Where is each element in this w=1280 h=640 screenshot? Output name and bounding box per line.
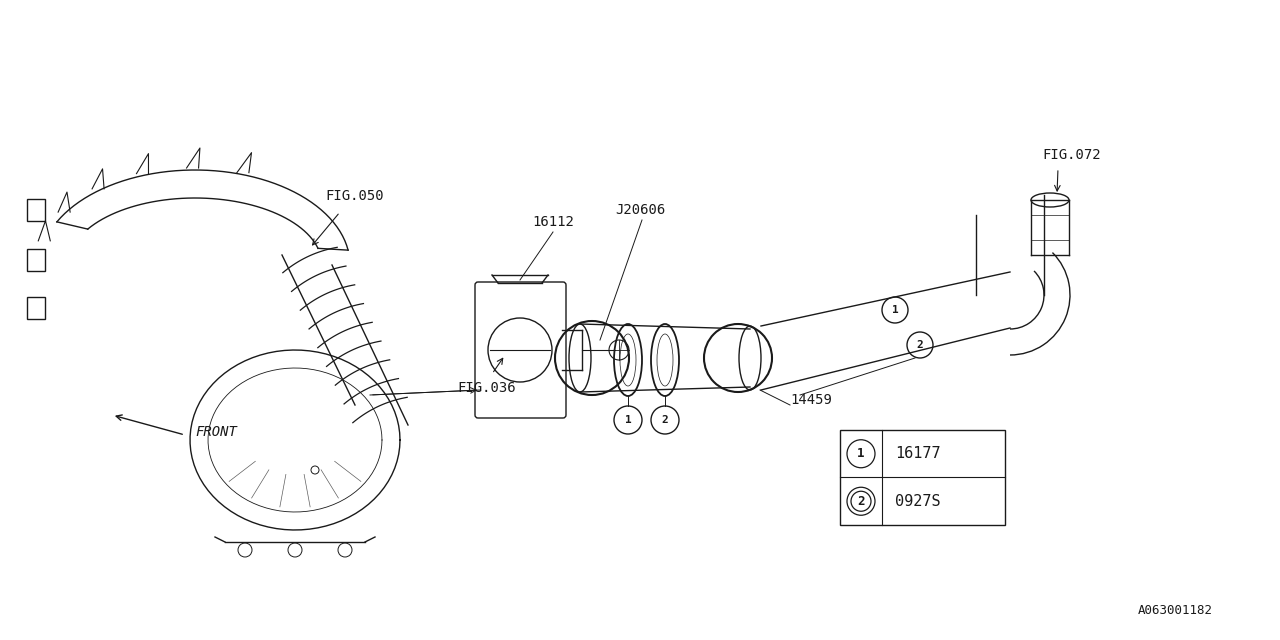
Text: FIG.050: FIG.050 — [325, 189, 384, 203]
Text: 1: 1 — [625, 415, 631, 425]
Text: 16177: 16177 — [895, 446, 941, 461]
Text: 0927S: 0927S — [895, 493, 941, 509]
Bar — [27, 249, 45, 271]
Text: 2: 2 — [858, 495, 865, 508]
Bar — [27, 199, 45, 221]
Text: A063001182: A063001182 — [1138, 604, 1212, 616]
Bar — [27, 297, 45, 319]
Text: 2: 2 — [662, 415, 668, 425]
Text: FRONT: FRONT — [195, 425, 237, 439]
Text: 16112: 16112 — [532, 215, 573, 229]
Text: FIG.072: FIG.072 — [1043, 148, 1101, 162]
Bar — [840, 430, 1005, 525]
Text: 2: 2 — [916, 340, 923, 350]
Text: J20606: J20606 — [614, 203, 666, 217]
Text: 1: 1 — [892, 305, 899, 315]
Text: FIG.036: FIG.036 — [458, 381, 516, 395]
Text: 14459: 14459 — [790, 393, 832, 407]
Text: 1: 1 — [858, 447, 865, 460]
